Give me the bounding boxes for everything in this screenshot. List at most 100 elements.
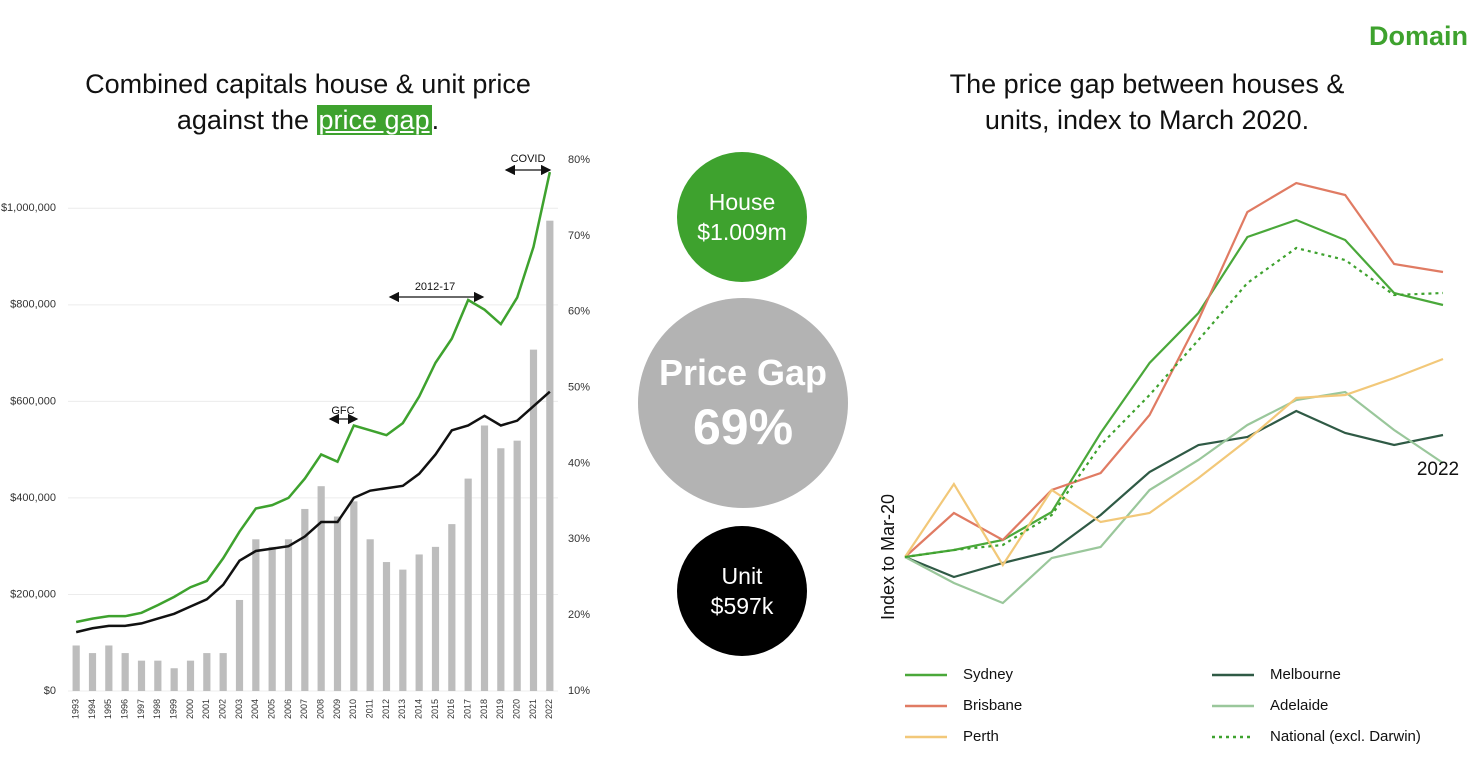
gap-bar [366,539,374,691]
x-tick-label: 1997 [136,699,146,719]
legend-label: Sydney [963,666,1014,683]
gap-bar [72,645,80,691]
price-line [75,171,552,624]
legend-label: Brisbane [963,697,1022,714]
gap-bar [399,569,407,691]
x-tick-label: 2011 [365,699,375,718]
x-tick-label: 2005 [267,699,277,719]
y-tick-label: $800,000 [10,299,56,311]
callout-value: 69% [692,399,794,455]
gap-bar [105,645,113,691]
legend-label: Adelaide [1270,697,1328,714]
x-tick-label: 2016 [446,699,456,719]
x-tick-label: 2004 [250,699,260,719]
y2-tick-label: 50% [568,381,590,393]
x-tick-label: 2009 [332,699,342,719]
legend-label: Melbourne [1270,666,1341,683]
series-line [904,218,1444,559]
x-tick-label: 2008 [316,699,326,719]
gap-bar [333,516,342,691]
gap-bar [464,478,472,691]
callout-value: $1.009m [697,219,787,245]
gap-bar [317,486,325,691]
gap-bar [121,653,129,691]
gap-bar [431,546,440,691]
y2-tick-label: 10% [568,685,590,697]
x-tick-label: 2022 [544,699,554,719]
gap-bar [415,554,423,691]
x-tick-label: 2013 [397,699,407,719]
x-tick-label: 2020 [512,699,522,719]
right-title: The price gap between houses & units, in… [949,69,1345,135]
gap-bar [382,562,391,691]
y2-tick-label: 70% [568,230,590,242]
x-tick-label: 2010 [348,699,358,719]
series-line [904,181,1444,558]
y-tick-label: $0 [44,685,56,697]
gap-bar [480,425,489,691]
callout-label: Price Gap [658,352,828,393]
price-line [75,390,551,634]
gap-bar [186,660,195,691]
y-tick-label: $400,000 [10,492,56,504]
x-tick-label: 1998 [152,699,162,719]
annotation: COVID [511,153,546,165]
x-tick-label: 2007 [299,699,309,719]
series-line [904,390,1444,605]
gap-bar [448,524,456,691]
unit-callout: Unit $597k [677,526,807,656]
x-tick-label: 1996 [120,699,130,719]
y-tick-label: $600,000 [10,395,56,407]
gap-bar [170,668,178,691]
y-tick-label: $1,000,000 [1,202,56,214]
callout-label: Unit [721,563,763,589]
series-line [904,357,1444,568]
x-tick-label: 2000 [185,699,195,719]
gap-bar [350,501,358,691]
y2-tick-label: 80% [568,154,590,166]
x-tick-label: 2001 [201,699,211,719]
x-tick-label: 2015 [430,699,440,719]
y2-tick-label: 60% [568,306,590,318]
x-tick-label: 1995 [103,699,113,719]
title-text: Combined capitals house & unit price aga… [85,69,531,135]
gap-bar [513,440,521,691]
callout-value: $597k [710,593,774,619]
x-tick-label: 2003 [234,699,244,719]
series-line [904,409,1444,579]
x-tick-label: 2017 [463,699,473,719]
y2-tick-label: 40% [568,457,590,469]
x-tick-label: 1993 [71,699,81,719]
x-tick-label: 2014 [414,699,424,719]
house-callout: House $1.009m [677,152,807,282]
y-tick-label: $200,000 [10,588,56,600]
series-line [904,246,1444,559]
annotation: 2022 [1417,459,1459,480]
gap-bar [219,653,227,691]
x-tick-label: 2002 [218,699,228,719]
annotation: 2012-17 [415,281,455,293]
annotation: GFC [331,405,354,417]
gap-bar [235,599,244,691]
title-end: . [431,105,440,135]
y2-tick-label: 30% [568,533,590,545]
brand: Domain [1369,21,1468,51]
legend-label: Perth [963,728,999,745]
gap-bar [284,539,293,691]
x-tick-label: 2019 [495,699,505,719]
x-tick-label: 2018 [479,699,489,719]
gap-bar [268,546,276,691]
gap-bar [154,660,162,691]
x-tick-label: 2006 [283,699,293,719]
gap-bar [203,653,211,691]
gap-callout: Price Gap 69% [638,298,848,508]
left-title: Combined capitals house & unit price aga… [78,66,538,138]
x-tick-label: 2021 [528,699,538,719]
gap-bar [529,349,538,691]
title-highlight: price gap [316,105,432,135]
x-tick-label: 1994 [87,699,97,719]
x-tick-label: 2012 [381,699,391,719]
gap-bar [497,448,505,691]
gap-bar [252,539,260,691]
